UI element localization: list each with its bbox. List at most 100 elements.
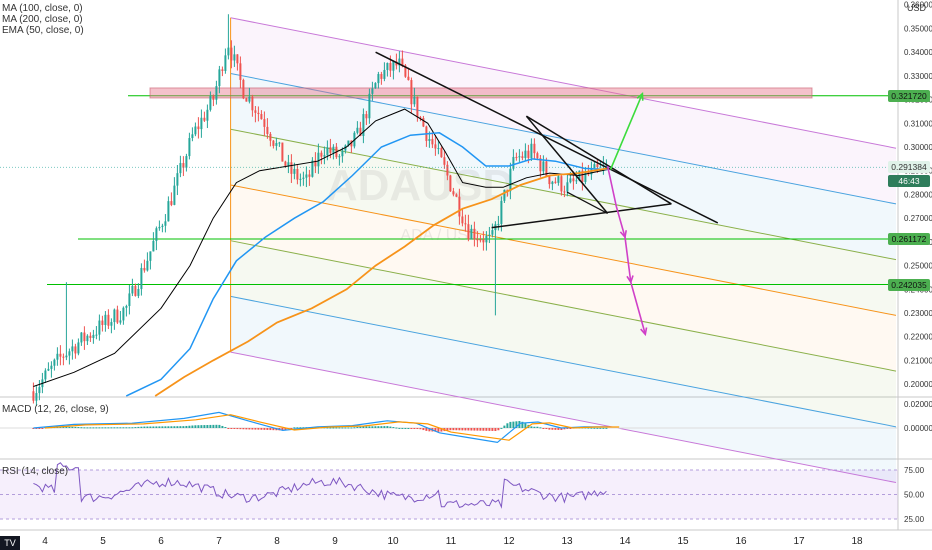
candle-body — [365, 114, 368, 119]
macd-bar — [563, 428, 566, 430]
macd-bar — [284, 428, 287, 430]
candle-body — [80, 332, 83, 343]
macd-bar — [119, 427, 122, 429]
candle-body — [266, 126, 269, 134]
candle-body — [125, 306, 128, 308]
candle-body — [293, 168, 296, 174]
macd-legend[interactable]: MACD (12, 26, close, 9) — [2, 404, 109, 415]
candle-body — [545, 161, 548, 176]
candle-body — [428, 139, 431, 141]
macd-bar — [407, 427, 410, 429]
candle-body — [542, 161, 545, 172]
macd-bar — [521, 421, 524, 428]
macd-bar — [497, 428, 500, 431]
macd-bar — [242, 428, 245, 430]
macd-bar — [395, 427, 398, 429]
macd-bar — [140, 426, 143, 428]
candle-body — [551, 181, 554, 185]
macd-bar — [239, 428, 242, 430]
macd-bar — [233, 428, 236, 429]
macd-bar — [80, 427, 83, 429]
macd-bar — [125, 427, 128, 429]
macd-bar — [425, 428, 428, 431]
macd-bar — [161, 426, 164, 428]
rsi-tick-label: 25.00 — [904, 515, 925, 524]
macd-bar — [338, 427, 341, 429]
macd-bar — [392, 427, 395, 429]
macd-bar — [104, 427, 107, 429]
macd-bar — [269, 428, 272, 431]
macd-tick-label: 0.000000 — [904, 424, 932, 433]
bearish-arrow-3 — [630, 281, 647, 335]
macd-bar — [32, 428, 35, 429]
macd-bar — [230, 428, 233, 429]
macd-bar — [449, 428, 452, 431]
legend-ma200[interactable]: MA (200, close, 0) — [2, 14, 83, 25]
candle-body — [554, 181, 557, 183]
candle-body — [299, 178, 302, 180]
candle-body — [401, 58, 404, 66]
candle-body — [257, 112, 260, 115]
macd-bar — [596, 427, 599, 429]
candle-body — [179, 163, 182, 174]
x-tick-label: 11 — [446, 536, 457, 547]
candle-body — [443, 157, 446, 165]
macd-bar — [203, 425, 206, 428]
candle-body — [197, 126, 200, 130]
legend-ema50[interactable]: EMA (50, close, 0) — [2, 25, 84, 36]
candle-body — [203, 117, 206, 121]
rsi-legend[interactable]: RSI (14, close) — [2, 466, 69, 477]
candle-body — [338, 156, 341, 158]
macd-bar — [401, 427, 404, 429]
tradingview-logo-icon: TV — [0, 536, 20, 550]
candle-body — [308, 174, 311, 177]
macd-bar — [554, 428, 557, 430]
candle-body — [368, 93, 371, 119]
x-tick-label: 7 — [216, 536, 222, 547]
macd-bar — [359, 426, 362, 428]
x-tick-label: 10 — [387, 536, 399, 547]
candle-body — [272, 140, 275, 146]
macd-bar — [167, 426, 170, 428]
candle-body — [71, 346, 74, 352]
candle-body — [146, 260, 149, 271]
candle-body — [251, 96, 254, 111]
candle-body — [50, 365, 53, 369]
rsi-tick-label: 50.00 — [904, 491, 925, 500]
candle-body — [359, 127, 362, 137]
macd-bar — [479, 428, 482, 431]
macd-bar — [95, 427, 98, 429]
macd-bar — [512, 421, 515, 428]
candle-body — [452, 191, 455, 195]
candle-body — [563, 191, 566, 193]
bearish-arrow-1 — [606, 165, 626, 238]
candle-body — [482, 239, 485, 243]
candle-body — [575, 180, 578, 182]
candle-body — [530, 143, 533, 158]
channel-band — [230, 129, 897, 316]
legend-ma100[interactable]: MA (100, close, 0) — [2, 3, 83, 14]
candle-body — [152, 240, 155, 252]
macd-bar — [398, 427, 401, 429]
macd-bar — [206, 425, 209, 428]
macd-bar — [356, 427, 359, 429]
candle-body — [260, 114, 263, 120]
candle-body — [467, 224, 470, 240]
macd-bar — [107, 427, 110, 429]
x-tick-label: 5 — [100, 536, 106, 547]
candle-body — [581, 170, 584, 182]
candle-body — [380, 74, 383, 79]
x-tick-label: 15 — [677, 536, 689, 547]
candle-body — [440, 148, 443, 158]
macd-bar — [101, 427, 104, 429]
candle-body — [134, 285, 137, 296]
resistance-zone — [149, 87, 813, 99]
macd-bar — [173, 426, 176, 428]
